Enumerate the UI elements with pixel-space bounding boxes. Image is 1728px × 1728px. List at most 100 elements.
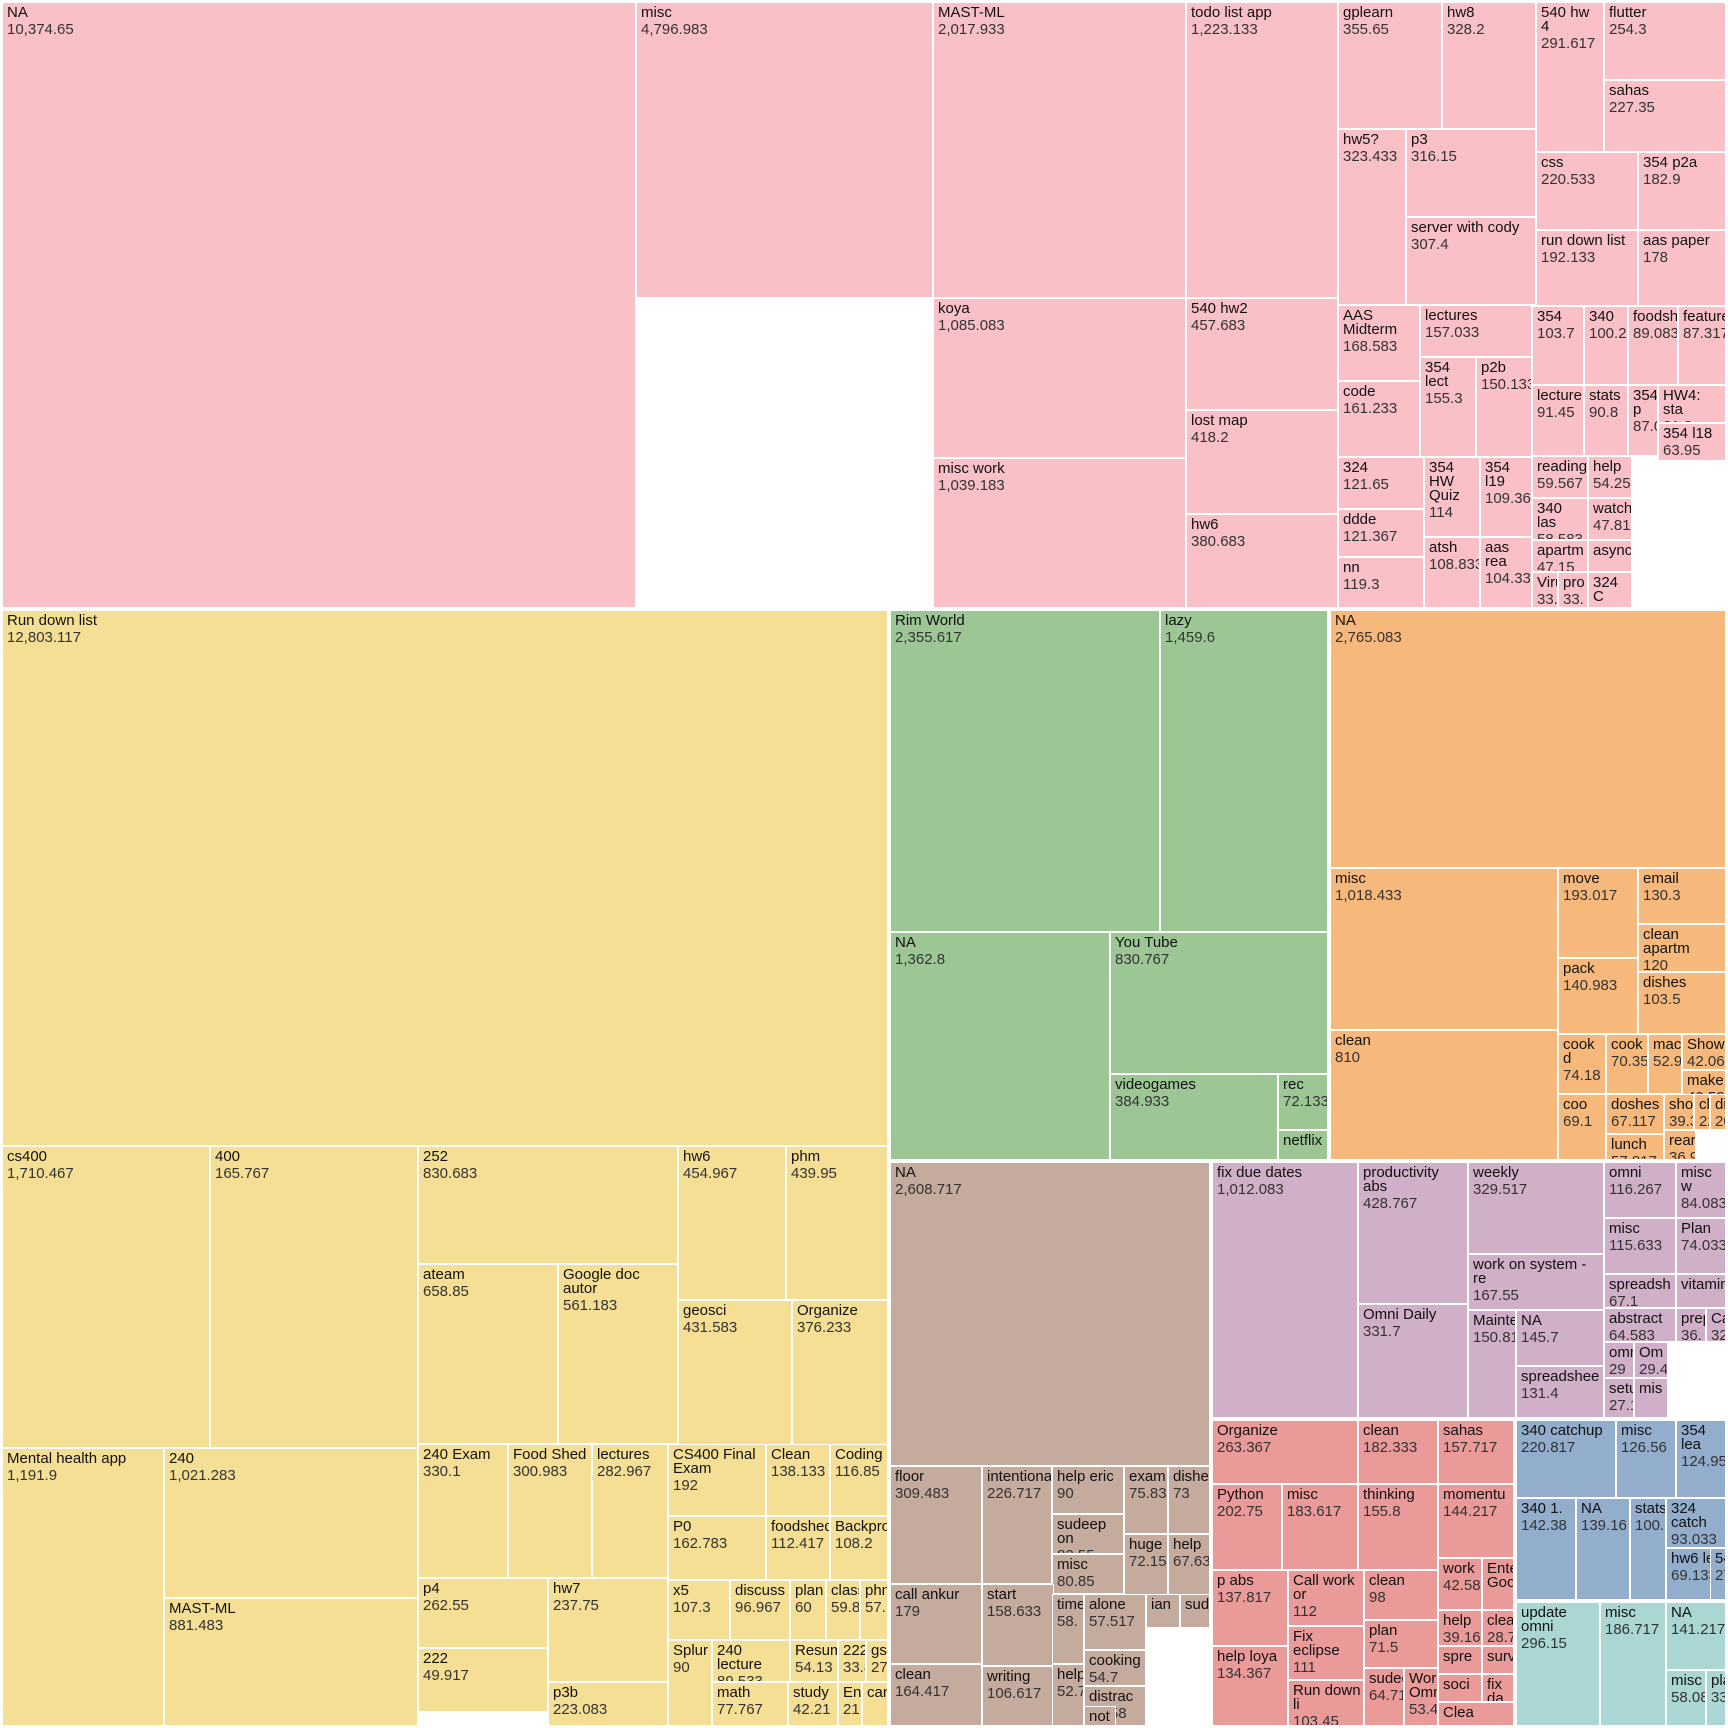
- treemap-tile-momentu: momentu 144.217: [1438, 1484, 1514, 1558]
- tile-value: 329.517: [1473, 1181, 1528, 1198]
- treemap-tile-hw5: hw5? 323.433: [1338, 129, 1406, 305]
- tile-value: 39.16: [1443, 1629, 1481, 1646]
- tile-label: writing 106.617: [987, 1669, 1051, 1703]
- treemap-tile-splur: Splur 90: [668, 1640, 712, 1726]
- tile-name: server with cody: [1411, 219, 1520, 236]
- tile-value: 73: [1173, 1485, 1190, 1502]
- treemap-tile-shop: shop39.38: [1664, 1094, 1694, 1130]
- treemap-tile-na: NA 1,362.8: [890, 932, 1110, 1160]
- tile-name: Organize: [1217, 1422, 1278, 1439]
- treemap-tile-run-down-list: run down list 192.133: [1536, 230, 1638, 306]
- tile-label: Mental health app 1,191.9: [7, 1451, 161, 1485]
- tile-label: email 130.3: [1643, 871, 1723, 905]
- tile-value: 1,085.083: [938, 317, 1005, 334]
- tile-name: cs400: [7, 1148, 48, 1165]
- tile-value: 29: [1609, 1361, 1626, 1378]
- tile-label: update omni 296.15: [1521, 1605, 1597, 1653]
- tile-name: not: [1089, 1708, 1110, 1725]
- tile-value: 89.533: [717, 1673, 763, 1682]
- tile-label: Call work or 112: [1293, 1573, 1361, 1621]
- treemap-tile-fix-due-dates: fix due dates 1,012.083: [1212, 1162, 1358, 1418]
- treemap-tile-cle: cle22: [1694, 1094, 1710, 1130]
- treemap-tile-phm: phm57.1: [860, 1580, 888, 1640]
- tile-label: ian: [1151, 1597, 1177, 1612]
- tile-value: 157.033: [1425, 324, 1480, 341]
- tile-label: 240 lecture 89.533: [717, 1642, 787, 1682]
- tile-label: server with cody 307.4: [1411, 219, 1533, 254]
- tile-label: nn 119.3: [1343, 560, 1421, 594]
- treemap-tile-spreadsh: spreadsh 67.1: [1604, 1274, 1676, 1308]
- tile-label: move 193.017: [1563, 871, 1635, 905]
- tile-name: misc w: [1681, 1164, 1712, 1195]
- tile-name: misc: [1621, 1422, 1652, 1439]
- tile-value: 87.317: [1683, 325, 1726, 342]
- tile-name: dishes: [1643, 974, 1687, 991]
- tile-name: mis: [1639, 1380, 1663, 1397]
- tile-label: abstract 64.583: [1609, 1311, 1673, 1341]
- tile-value: 119.3: [1343, 576, 1380, 593]
- tile-label: 354 l19 109.36: [1485, 460, 1531, 508]
- tile-name: Ca: [1711, 1310, 1725, 1327]
- tile-label: lecture 91.45: [1537, 388, 1582, 422]
- tile-name: plan: [795, 1582, 824, 1599]
- tile-value: 42.06: [1687, 1053, 1725, 1070]
- treemap-tile-nn: nn 119.3: [1338, 557, 1424, 608]
- treemap-tile-work-on-system-re: work on system - re 167.55: [1468, 1254, 1604, 1310]
- treemap-tile-cook-d: cook d 74.18: [1558, 1034, 1606, 1094]
- tile-value: 431.583: [683, 1319, 738, 1336]
- tile-name: coo: [1563, 1096, 1588, 1113]
- treemap-tile-hw8: hw8 328.2: [1442, 2, 1536, 129]
- tile-value: 330.1: [423, 1463, 461, 1480]
- tile-label: aas paper 178: [1643, 233, 1723, 267]
- tile-value: 64.71: [1369, 1687, 1404, 1704]
- tile-name: productivity abs: [1363, 1164, 1439, 1195]
- tile-value: 254.3: [1609, 21, 1647, 38]
- tile-label: call ankur 179: [895, 1587, 979, 1621]
- treemap-tile-clean-apartm: clean apartm 120: [1638, 924, 1726, 972]
- tile-value: 108.2: [835, 1535, 873, 1552]
- tile-value: 103.5: [1643, 991, 1681, 1008]
- tile-value: 137.817: [1217, 1589, 1272, 1606]
- tile-label: huge 72.15: [1129, 1536, 1167, 1571]
- tile-name: huge: [1129, 1536, 1163, 1553]
- tile-name: cook d: [1563, 1036, 1595, 1067]
- tile-name: 354 HW Quiz: [1429, 459, 1460, 504]
- tile-label: watch 47.81: [1593, 501, 1631, 535]
- tile-value: 67.117: [1611, 1113, 1656, 1130]
- tile-label: omni 116.267: [1609, 1165, 1673, 1199]
- tile-value: 74.18: [1563, 1067, 1601, 1084]
- tile-value: 1,021.283: [169, 1467, 236, 1484]
- tile-name: sud: [1185, 1596, 1210, 1613]
- tile-name: 324 C: [1593, 574, 1619, 605]
- treemap-tile-prep: prep36.: [1676, 1308, 1706, 1342]
- tile-name: 354 p: [1633, 387, 1658, 418]
- tile-name: rearr: [1669, 1132, 1696, 1149]
- treemap-tile-pla: pla33.: [1706, 1670, 1726, 1726]
- tile-name: discuss: [735, 1582, 786, 1599]
- tile-name: clea: [1487, 1612, 1514, 1629]
- treemap-tile-cook: cook 70.35: [1606, 1034, 1648, 1094]
- treemap-tile-p3: p3 316.15: [1406, 129, 1536, 217]
- tile-name: clean: [1363, 1422, 1399, 1439]
- tile-label: exam 75.83: [1129, 1469, 1167, 1503]
- tile-label: async: [1593, 543, 1631, 558]
- tile-value: 121.65: [1343, 476, 1389, 493]
- tile-name: hw6: [1191, 516, 1219, 533]
- tile-label: misc 4,796.983: [641, 5, 930, 39]
- tile-name: thinking: [1363, 1486, 1415, 1503]
- tile-value: 418.2: [1191, 429, 1229, 446]
- tile-name: x5: [673, 1582, 689, 1599]
- tile-label: 222 49.917: [423, 1651, 545, 1685]
- tile-value: 100.: [1635, 1517, 1665, 1534]
- tile-label: misc work 1,039.183: [938, 461, 1183, 495]
- tile-label: videogames 384.933: [1115, 1077, 1275, 1111]
- tile-label: misc 1,018.433: [1335, 871, 1555, 905]
- tile-value: 263.367: [1217, 1439, 1272, 1456]
- tile-label: You Tube 830.767: [1115, 935, 1325, 969]
- tile-name: run down list: [1541, 232, 1626, 249]
- tile-name: cooking: [1089, 1652, 1141, 1669]
- tile-label: hw6 380.683: [1191, 516, 1335, 551]
- tile-name: 240 lecture: [717, 1642, 763, 1673]
- tile-name: cook: [1611, 1036, 1643, 1053]
- tile-label: help loya 134.367: [1217, 1649, 1285, 1683]
